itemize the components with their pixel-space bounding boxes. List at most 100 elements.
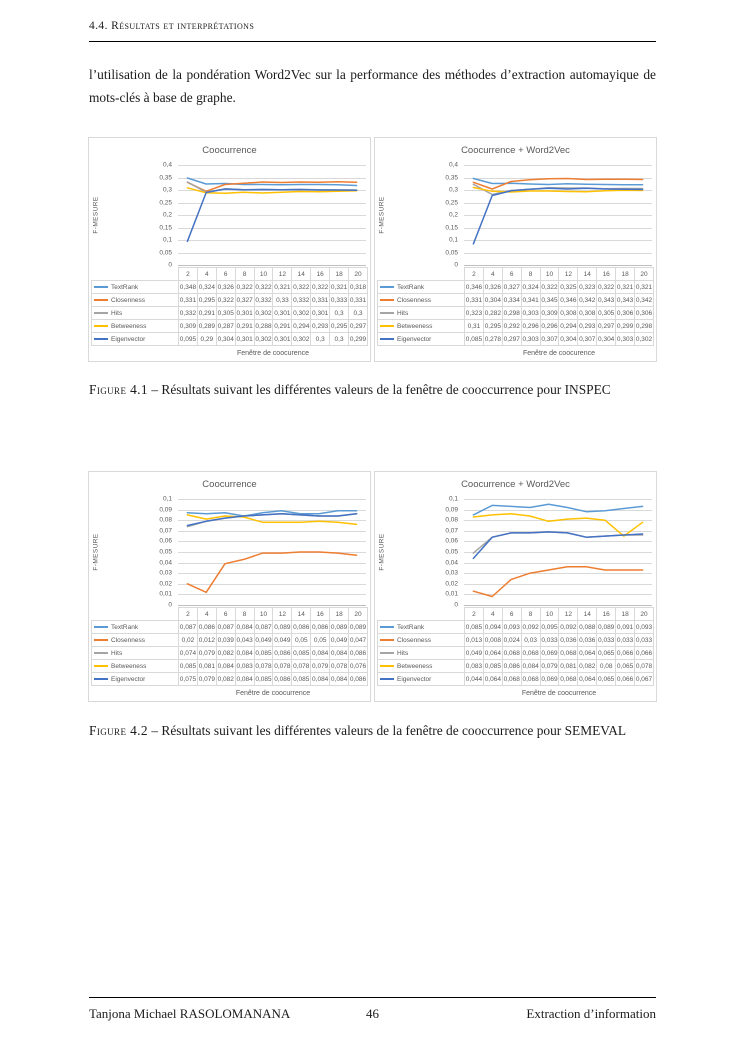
value-cell: 0,05	[310, 633, 331, 647]
value-cell: 0,012	[196, 633, 217, 647]
line-plot	[178, 165, 366, 266]
y-tick-label: 0,02	[445, 580, 458, 588]
value-cell: 0,301	[234, 332, 255, 346]
legend-label: Betweeness	[397, 662, 433, 670]
value-cell: 0,076	[348, 659, 368, 673]
value-cell: 0,078	[634, 659, 654, 673]
value-cell: 0,068	[501, 672, 522, 686]
value-cell: 0,02	[178, 633, 198, 647]
y-tick-label: 0,3	[448, 186, 458, 194]
legend-item: Closenness	[377, 633, 465, 647]
x-category-label: 20	[634, 267, 654, 281]
value-cell: 0,033	[615, 633, 636, 647]
x-axis-title: Fenêtre de coocurence	[523, 350, 595, 357]
value-cell: 0,085	[253, 646, 274, 660]
value-cell: 0,082	[577, 659, 598, 673]
value-cell: 0,066	[634, 646, 654, 660]
y-tick-label: 0,25	[159, 199, 172, 206]
value-cell: 0,326	[482, 280, 503, 294]
value-cell: 0,066	[615, 646, 636, 660]
legend-label: Betweeness	[111, 322, 147, 330]
series-row: TextRank 0,085 0,094 0,093 0,092 0,095 0,092 0,…	[377, 620, 654, 634]
value-cell: 0,068	[558, 672, 579, 686]
value-cell: 0,282	[482, 306, 503, 320]
value-cell: 0,047	[348, 633, 368, 647]
value-cell: 0,306	[634, 306, 654, 320]
value-cell: 0,084	[310, 646, 331, 660]
value-cell: 0,321	[615, 280, 636, 294]
value-cell: 0,29	[196, 332, 217, 346]
x-category-label: 12	[558, 267, 579, 281]
legend-line-swatch	[94, 677, 108, 680]
legend-label: Betweeness	[111, 662, 147, 670]
value-cell: 0,322	[234, 280, 255, 294]
value-cell: 0,084	[234, 646, 255, 660]
series-line-textrank	[186, 177, 358, 187]
value-cell: 0,305	[596, 306, 617, 320]
y-tick-label: 0,2	[448, 211, 458, 219]
value-cell: 0,084	[234, 672, 255, 686]
series-row: TextRank 0,348 0,324 0,326 0,322 0,322 0,321 0,…	[91, 280, 368, 294]
value-cell: 0,291	[234, 319, 255, 333]
value-cell: 0,302	[634, 332, 654, 346]
legend-item: Closenness	[377, 293, 465, 307]
value-cell: 0,331	[310, 293, 331, 307]
value-cell: 0,301	[272, 332, 293, 346]
value-cell: 0,343	[596, 293, 617, 307]
legend-label: Closenness	[111, 296, 145, 304]
value-cell: 0,325	[558, 280, 579, 294]
y-axis-label: F-MESURE	[92, 533, 100, 571]
legend-item: Eigenvector	[91, 672, 179, 686]
legend-label: TextRank	[397, 623, 425, 631]
value-cell: 0,291	[272, 319, 293, 333]
value-cell: 0,318	[348, 280, 368, 294]
value-cell: 0,321	[272, 280, 293, 294]
value-cell: 0,331	[348, 293, 368, 307]
value-cell: 0,3	[348, 306, 368, 320]
value-cell: 0,297	[348, 319, 368, 333]
legend-line-swatch	[94, 664, 108, 667]
table-corner	[92, 608, 179, 621]
legend-label: TextRank	[111, 283, 139, 291]
x-category-label: 10	[539, 267, 560, 281]
value-cell: 0,348	[178, 280, 198, 294]
value-cell: 0,079	[196, 672, 217, 686]
legend-label: Betweeness	[397, 322, 433, 330]
y-tick-label: 0,15	[159, 224, 172, 231]
x-category-label: 8	[520, 607, 541, 621]
x-category-label: 10	[539, 607, 560, 621]
value-cell: 0,322	[291, 280, 312, 294]
value-cell: 0,302	[291, 332, 312, 346]
x-category-label: 18	[615, 267, 636, 281]
legend-item: Closenness	[91, 293, 179, 307]
legend-item: TextRank	[377, 280, 465, 294]
value-cell: 0,089	[348, 620, 368, 634]
value-cell: 0,3	[329, 306, 350, 320]
value-cell: 0,067	[634, 672, 654, 686]
x-axis-row: 2 4 6 8 10 12 14 16 18 20	[378, 267, 654, 281]
value-cell: 0,078	[272, 659, 293, 673]
legend-item: Hits	[91, 646, 179, 660]
value-cell: 0,321	[634, 280, 654, 294]
legend-item: Closenness	[91, 633, 179, 647]
value-cell: 0,091	[615, 620, 636, 634]
chart-panel: Coocurrence F-MESURE 0 0,05 0,1 0,15 0,2 0,25 0,…	[88, 137, 371, 362]
value-cell: 0,304	[558, 332, 579, 346]
series-row: TextRank 0,346 0,326 0,327 0,324 0,322 0,325 0,…	[377, 280, 654, 294]
value-cell: 0,082	[215, 672, 236, 686]
chart-panel: Coocurrence F-MESURE 0 0,01 0,02 0,03 0,04 0,05…	[88, 471, 371, 702]
y-tick-label: 0,08	[445, 516, 458, 524]
value-cell: 0,084	[310, 672, 331, 686]
x-category-label: 18	[329, 267, 350, 281]
legend-item: Eigenvector	[91, 332, 179, 346]
value-cell: 0,3	[329, 332, 350, 346]
legend-label: Hits	[397, 309, 409, 317]
value-cell: 0,036	[558, 633, 579, 647]
legend-item: Eigenvector	[377, 332, 465, 346]
value-cell: 0,333	[329, 293, 350, 307]
value-cell: 0,295	[329, 319, 350, 333]
value-cell: 0,095	[539, 620, 560, 634]
value-cell: 0,302	[253, 332, 274, 346]
series-row: Hits 0,323 0,282 0,298 0,303 0,309 0,308 0,308 0…	[377, 306, 654, 320]
value-cell: 0,304	[596, 332, 617, 346]
